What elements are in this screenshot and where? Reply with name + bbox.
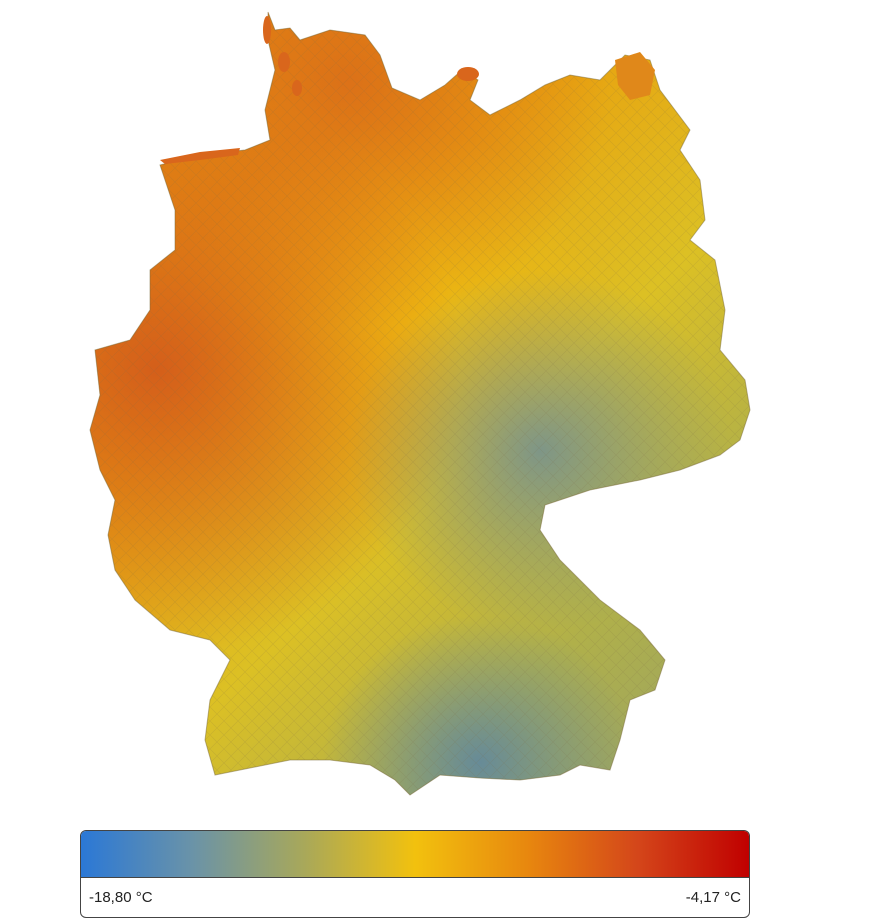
germany-choropleth-map	[89, 11, 751, 796]
color-scale-bar	[81, 831, 749, 878]
baltic-islands	[457, 52, 655, 100]
color-scale-legend: -18,80 °C -4,17 °C	[80, 830, 750, 918]
map-fill	[90, 12, 750, 795]
legend-min-label: -18,80 °C	[89, 889, 153, 906]
legend-max-label: -4,17 °C	[685, 889, 741, 906]
north-sea-islands	[160, 16, 302, 164]
temperature-map	[89, 11, 751, 796]
